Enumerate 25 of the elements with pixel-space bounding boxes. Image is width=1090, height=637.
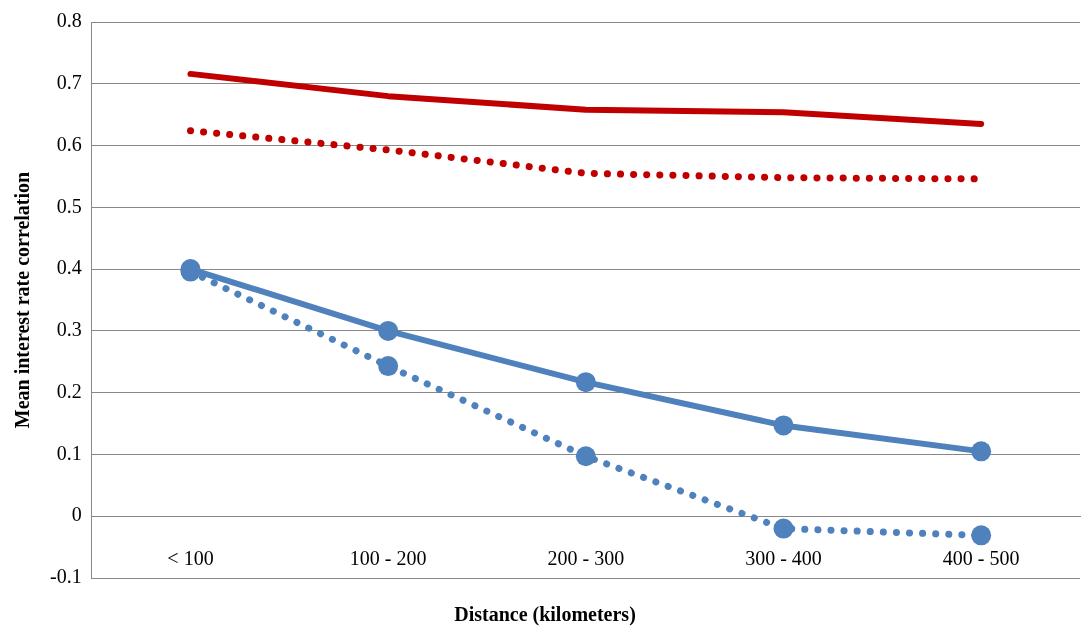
y-tick-label: 0.6 xyxy=(56,132,82,155)
y-tick-label: -0.1 xyxy=(49,565,82,588)
y-tick-label: 0.7 xyxy=(56,71,82,94)
y-tick-label: 0.4 xyxy=(56,256,82,279)
y-tick-label: 0.1 xyxy=(56,441,82,464)
y-tick-label: 0 xyxy=(71,503,82,526)
point xyxy=(575,372,596,393)
y-tick-label: 0.3 xyxy=(56,318,82,341)
y-tick-label: 0.5 xyxy=(56,194,82,217)
point xyxy=(378,320,399,341)
x-tick-label: 200 - 300 xyxy=(547,547,625,570)
y-axis-title: Mean interest rate correlation xyxy=(11,171,34,429)
y-tick-label: 0.8 xyxy=(56,9,82,32)
x-tick-label: 100 - 200 xyxy=(349,547,427,570)
x-tick-label: < 100 xyxy=(167,547,214,570)
point xyxy=(773,518,794,539)
point xyxy=(971,441,992,462)
x-axis-title: Distance (kilometers) xyxy=(453,603,637,626)
x-tick-label: 400 - 500 xyxy=(942,547,1020,570)
point xyxy=(773,415,794,436)
point xyxy=(971,525,992,546)
y-tick-label: 0.2 xyxy=(56,379,82,402)
point xyxy=(378,356,399,377)
point xyxy=(575,446,596,467)
x-tick-label: 300 - 400 xyxy=(745,547,822,570)
